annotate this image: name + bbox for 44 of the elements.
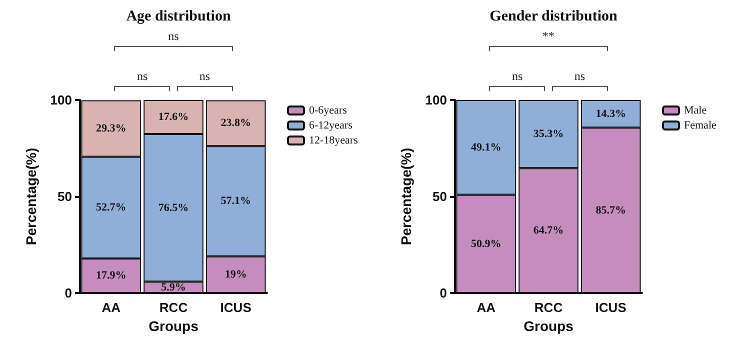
data-label: 52.7% <box>96 202 126 214</box>
y-axis-title: Percentage(%) <box>398 148 414 246</box>
data-label: 50.9% <box>471 238 502 250</box>
data-label: 5.9% <box>161 281 186 294</box>
data-label: 49.1% <box>471 141 502 154</box>
legend-label: Female <box>684 120 716 132</box>
y-tick-label: 50 <box>432 189 447 204</box>
data-label: 57.1% <box>220 195 251 208</box>
text: ns <box>574 69 585 84</box>
data-label: 17.6% <box>158 110 189 123</box>
data-label: 29.3% <box>96 122 126 134</box>
data-label: 23.8% <box>220 117 251 130</box>
x-axis-title: Groups <box>524 318 574 334</box>
text: ns <box>168 29 179 44</box>
x-tick-label: AA <box>102 300 122 315</box>
y-tick-label: 50 <box>58 189 72 204</box>
data-label: 17.9% <box>96 270 126 282</box>
x-tick-label: RCC <box>534 300 564 315</box>
legend-label: 0-6years <box>309 104 347 116</box>
legend-label: 12-18years <box>309 134 358 146</box>
x-tick-label: ICUS <box>220 300 252 315</box>
x-tick-label: ICUS <box>595 300 627 315</box>
text: ns <box>512 69 523 84</box>
data-label: 64.7% <box>533 224 564 237</box>
data-label: 35.3% <box>533 128 564 140</box>
data-label: 76.5% <box>158 202 189 214</box>
x-tick-label: RCC <box>159 300 188 315</box>
x-axis-title: Groups <box>148 318 199 334</box>
legend-label: 6-12years <box>309 120 352 132</box>
data-label: 14.3% <box>596 108 626 120</box>
y-tick-label: 0 <box>440 286 447 300</box>
data-label: 19% <box>224 268 247 281</box>
chart-title: Age distribution <box>126 8 232 24</box>
text: ns <box>199 69 210 84</box>
text: ** <box>542 29 554 44</box>
y-axis-title: Percentage(%) <box>23 148 39 246</box>
y-tick-label: 100 <box>50 92 72 108</box>
data-label: 85.7% <box>596 204 626 216</box>
text: ns <box>136 69 148 84</box>
x-tick-label: AA <box>476 300 496 315</box>
legend-label: Male <box>684 104 707 116</box>
chart-title: Gender distribution <box>490 8 618 24</box>
y-tick-label: 0 <box>64 286 72 300</box>
y-tick-label: 100 <box>425 92 447 108</box>
